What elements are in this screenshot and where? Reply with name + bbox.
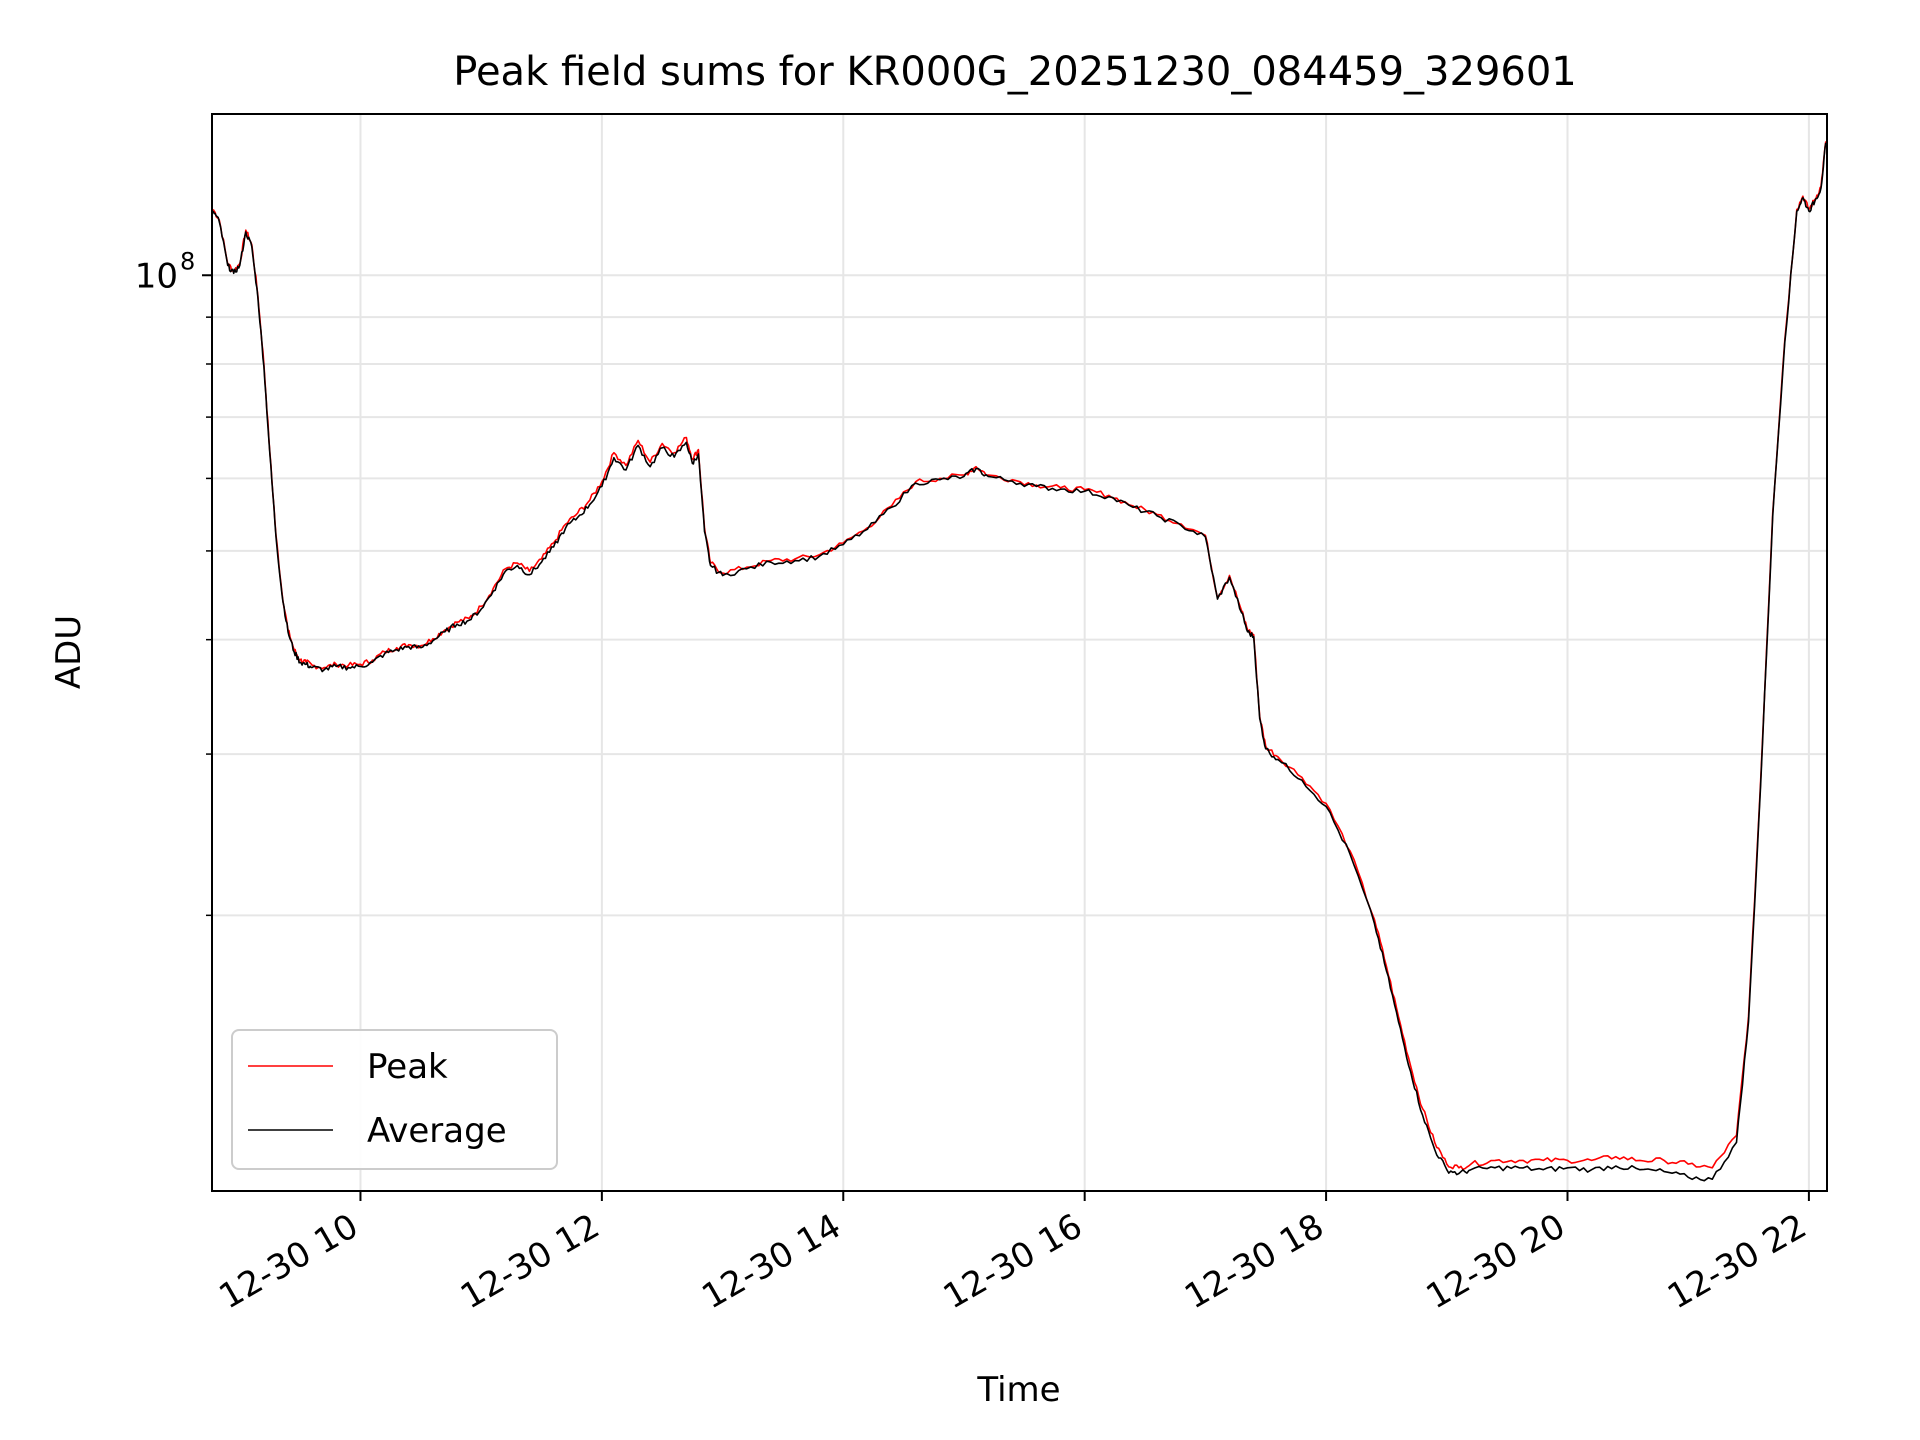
plot-frame bbox=[211, 113, 1828, 1192]
series-line-average bbox=[212, 142, 1827, 1182]
legend-box bbox=[231, 1029, 558, 1170]
x-axis-label: Time bbox=[976, 1370, 1060, 1410]
chart-title: Peak field sums for KR000G_20251230_0844… bbox=[453, 49, 1577, 95]
series-line-peak bbox=[212, 141, 1827, 1171]
plot-area bbox=[212, 114, 1827, 1191]
legend-average-label: Average bbox=[367, 1111, 507, 1151]
y-tick-label-exponent: 8 bbox=[180, 247, 195, 275]
grid bbox=[212, 114, 1827, 1191]
legend: Peak Average bbox=[231, 1029, 558, 1170]
y-axis-label: ADU bbox=[49, 615, 89, 689]
series-lines bbox=[212, 141, 1827, 1182]
legend-peak-label: Peak bbox=[367, 1047, 448, 1087]
y-tick-label-base: 10 bbox=[135, 256, 178, 296]
